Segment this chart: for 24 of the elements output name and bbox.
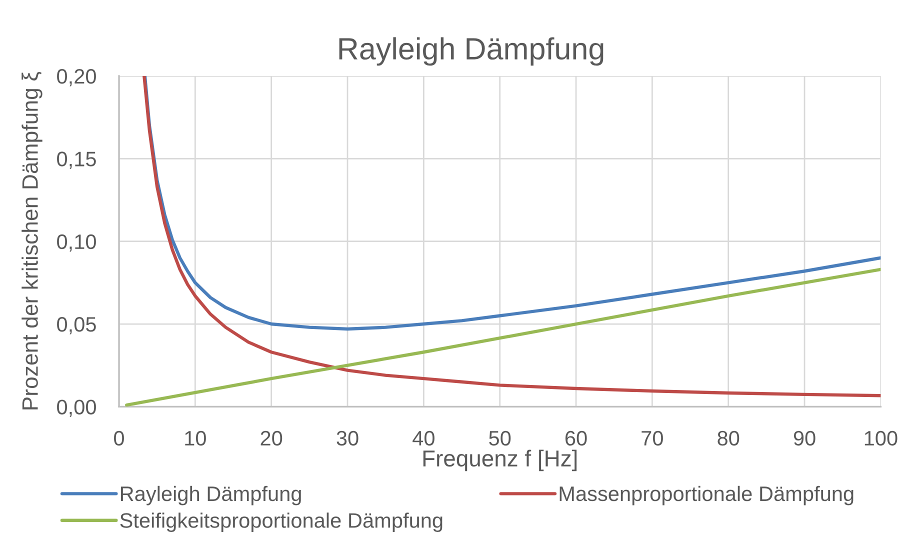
x-tick-label: 30: [336, 430, 358, 446]
x-tick-label: 50: [489, 430, 511, 446]
legend-label: Steifigkeitsproportionale Dämpfung: [120, 512, 442, 532]
y-axis-title: Prozent der kritischen Dämpfung ξ: [22, 72, 42, 410]
legend-label: Massenproportionale Dämpfung: [560, 486, 854, 506]
line-series: [125, 268, 881, 407]
x-tick-label: 0: [114, 430, 124, 446]
x-tick-label: 100: [864, 430, 898, 446]
x-axis-title: Frequenz f [Hz]: [423, 450, 577, 472]
x-tick-label: 20: [260, 430, 282, 446]
x-tick-label: 60: [565, 430, 587, 446]
x-tick-label: 40: [412, 430, 434, 446]
y-tick-label: 0,15: [57, 152, 96, 169]
x-tick-label: 90: [794, 430, 816, 446]
x-tick-label: 70: [642, 430, 663, 446]
y-tick-label: 0,00: [57, 400, 96, 417]
x-tick-label: 10: [185, 430, 206, 446]
legend-label: Rayleigh Dämpfung: [121, 486, 301, 506]
line-series: [142, 76, 881, 398]
y-tick-label: 0,10: [57, 234, 96, 252]
x-tick-label: 80: [718, 430, 740, 446]
y-tick-label: 0,20: [57, 69, 96, 86]
chart-title: Rayleigh Dämpfung: [339, 37, 604, 66]
y-tick-label: 0,05: [57, 317, 96, 334]
